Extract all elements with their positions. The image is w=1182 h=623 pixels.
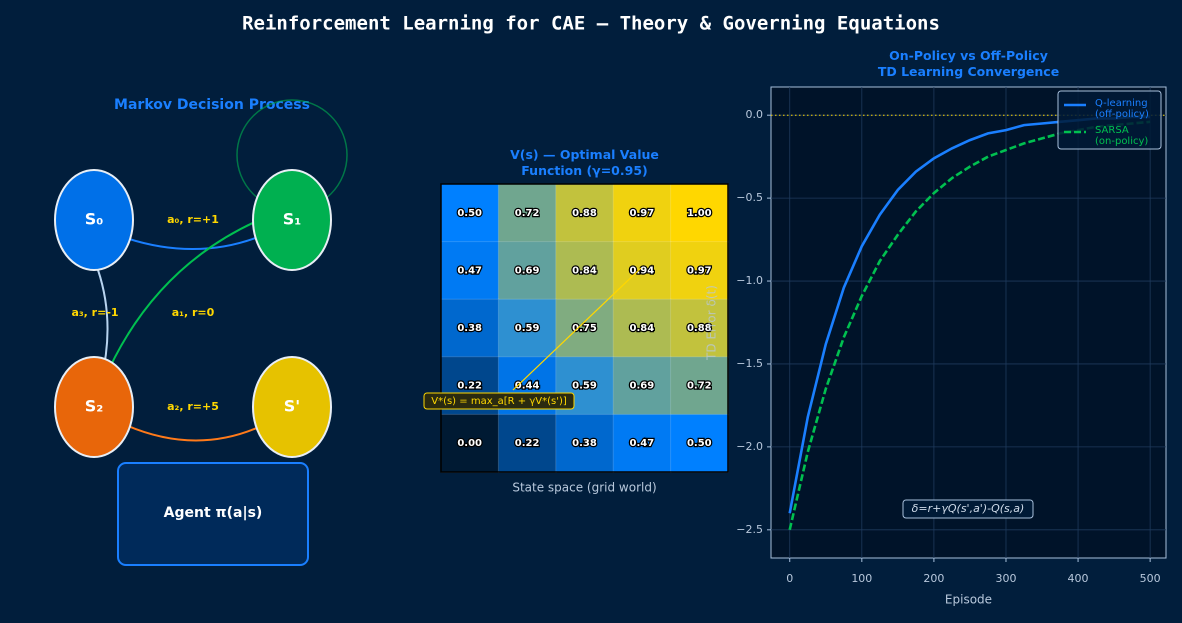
heat-cell (612, 183, 672, 243)
cell-label: 0.84 (572, 265, 597, 276)
x-tick-label: 100 (851, 572, 872, 585)
cell-label: 0.47 (630, 438, 655, 449)
chart-title: On-Policy vs Off-Policy TD Learning Conv… (877, 48, 1060, 79)
state-label: S₀ (85, 210, 104, 229)
cell-label: 0.22 (457, 381, 482, 392)
cell-label: 0.00 (457, 438, 482, 449)
cell-label: 1.00 (687, 208, 712, 219)
x-axis-label: State space (grid world) (512, 481, 656, 495)
edge-label: a₁, r=0 (172, 306, 215, 319)
state-label: S' (284, 397, 300, 416)
y-tick-label: −2.5 (736, 523, 763, 536)
cell-label: 0.72 (515, 208, 540, 219)
state-node (54, 356, 134, 458)
annotation-arrow (512, 267, 642, 391)
edge-label: a₀, r=+1 (167, 213, 219, 226)
y-tick-label: −2.0 (736, 440, 763, 453)
annotation-box (902, 499, 1034, 519)
cell-label: 0.88 (687, 323, 712, 334)
cell-label: 0.97 (630, 208, 655, 219)
y-axis-label: TD Error δ(t) (705, 285, 719, 361)
state-node (252, 169, 332, 271)
heat-cell (497, 298, 557, 358)
x-tick-label: 400 (1068, 572, 1089, 585)
heat-cell (670, 183, 729, 243)
state-node (252, 356, 332, 458)
cell-label: 0.69 (515, 265, 540, 276)
cell-label: 0.97 (687, 265, 712, 276)
edge-label: a₃, r=-1 (71, 306, 118, 319)
legend-label: Q-learning (off-policy) (1095, 98, 1149, 120)
heat-cell (612, 241, 672, 301)
y-tick-label: −0.5 (736, 191, 763, 204)
x-tick-label: 500 (1140, 572, 1161, 585)
cell-label: 0.47 (457, 265, 482, 276)
annotation: δ=r+γQ(s',a')-Q(s,a) (912, 502, 1025, 515)
annotation-box (423, 392, 575, 410)
cell-label: 0.72 (687, 381, 712, 392)
heat-cell (612, 298, 672, 358)
heatmap-title: V(s) — Optimal Value Function (γ=0.95) (510, 147, 659, 178)
line-chart: 0 100 200 300 400 500 0.0 −0.5 −1.0 −1.5 −2.0 −2.5 E… (705, 86, 1167, 607)
x-tick-label: 200 (923, 572, 944, 585)
heatmap-frame (440, 183, 729, 473)
cell-label: 0.88 (572, 208, 597, 219)
cell-label: 0.75 (572, 323, 597, 334)
state-node (54, 169, 134, 271)
heat-cell (612, 356, 672, 416)
state-label: S₁ (283, 210, 302, 229)
heatmap: 0.50 0.72 0.88 0.97 1.000.47 0.69 0.84 0.94 0.97… (423, 183, 729, 495)
heat-cell (612, 413, 672, 473)
diagram-title: Markov Decision Process (114, 97, 310, 113)
cell-label: 0.69 (630, 381, 655, 392)
x-axis-label: Episode (945, 593, 992, 607)
edge-label: a₂, r=+5 (167, 400, 219, 413)
y-tick-label: −1.5 (736, 357, 763, 370)
x-tick-label: 0 (786, 572, 793, 585)
heat-cell (555, 298, 615, 358)
agent-label: Agent π(a|s) (164, 505, 263, 521)
cell-label: 0.44 (515, 381, 540, 392)
cell-label: 0.38 (457, 323, 482, 334)
cell-label: 0.50 (457, 208, 482, 219)
cell-label: 0.38 (572, 438, 597, 449)
plot-area (770, 86, 1167, 559)
heat-cell (555, 241, 615, 301)
cell-label: 0.59 (515, 323, 540, 334)
cell-label: 0.59 (572, 381, 597, 392)
heat-cell (670, 298, 729, 358)
cell-label: 0.50 (687, 438, 712, 449)
x-tick-label: 300 (995, 572, 1016, 585)
y-tick-label: 0.0 (746, 108, 764, 121)
y-tick-label: −1.0 (736, 274, 763, 287)
cell-label: 0.84 (630, 323, 655, 334)
figure-title: Reinforcement Learning for CAE — Theory … (242, 13, 940, 35)
agent-box (117, 462, 309, 566)
state-label: S₂ (85, 397, 104, 416)
annotation: V*(s) = max_a[R + γV*(s')] (431, 396, 567, 407)
legend-label: SARSA (on-policy) (1095, 125, 1149, 147)
cell-label: 0.22 (515, 438, 540, 449)
mdp-diagram: Markov Decision Process S₀ S₁ S₂ S' a₀, r=+… (54, 97, 348, 566)
